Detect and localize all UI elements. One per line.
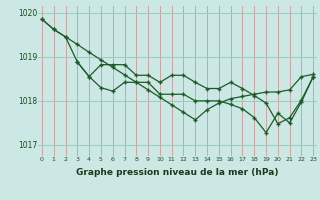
X-axis label: Graphe pression niveau de la mer (hPa): Graphe pression niveau de la mer (hPa): [76, 168, 279, 177]
